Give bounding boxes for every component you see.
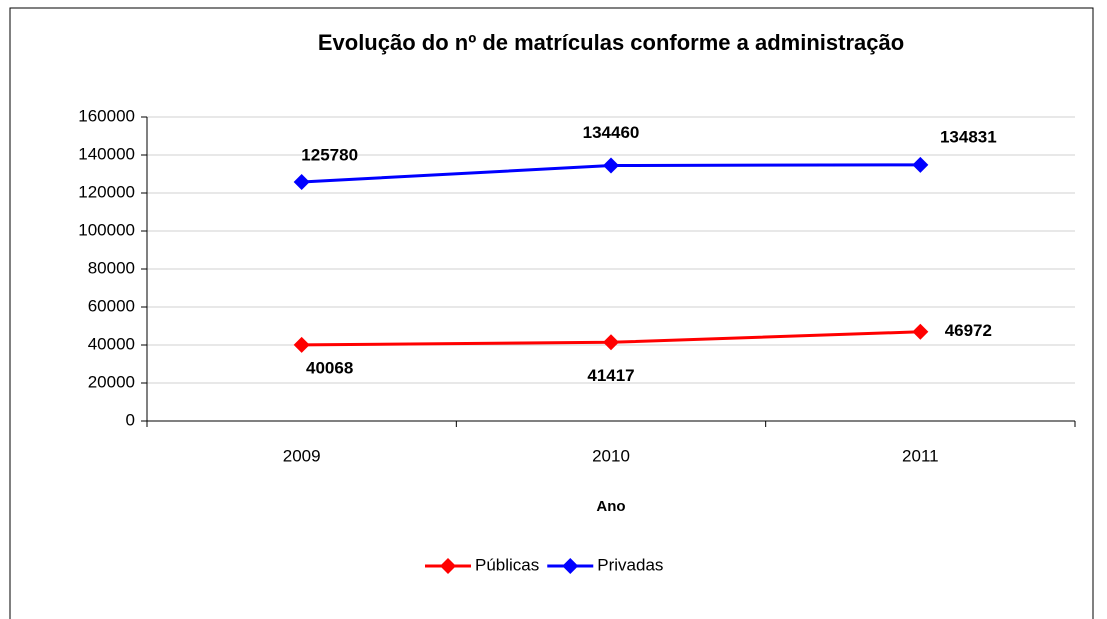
data-label: 40068 <box>306 358 353 377</box>
y-tick-label: 100000 <box>78 220 135 239</box>
legend-label: Públicas <box>475 555 539 574</box>
chart-title: Evolução do nº de matrículas conforme a … <box>318 30 904 55</box>
x-tick-label: 2009 <box>283 446 321 465</box>
y-tick-label: 160000 <box>78 106 135 125</box>
chart-border <box>9 7 1094 619</box>
y-tick-label: 140000 <box>78 144 135 163</box>
x-axis-label: Ano <box>596 498 625 515</box>
data-label: 125780 <box>301 146 358 165</box>
point <box>603 334 619 351</box>
x-tick-label: 2010 <box>592 446 630 465</box>
point <box>912 323 929 340</box>
data-label: 41417 <box>587 366 634 385</box>
y-tick-label: 40000 <box>88 334 135 353</box>
y-tick-label: 0 <box>126 410 135 429</box>
y-tick-label: 20000 <box>88 372 135 391</box>
y-tick-label: 80000 <box>88 258 135 277</box>
data-label: 134460 <box>583 123 640 142</box>
y-tick-label: 60000 <box>88 296 135 315</box>
point <box>912 156 929 173</box>
legend-marker <box>440 558 456 574</box>
point <box>293 336 310 353</box>
point <box>293 174 310 191</box>
legend-label: Privadas <box>597 555 663 574</box>
x-tick-label: 2011 <box>902 446 939 465</box>
data-label: 46972 <box>945 321 992 340</box>
y-tick-label: 120000 <box>78 182 135 201</box>
point <box>603 157 619 174</box>
data-label: 134831 <box>940 127 997 146</box>
legend-marker <box>562 558 579 574</box>
